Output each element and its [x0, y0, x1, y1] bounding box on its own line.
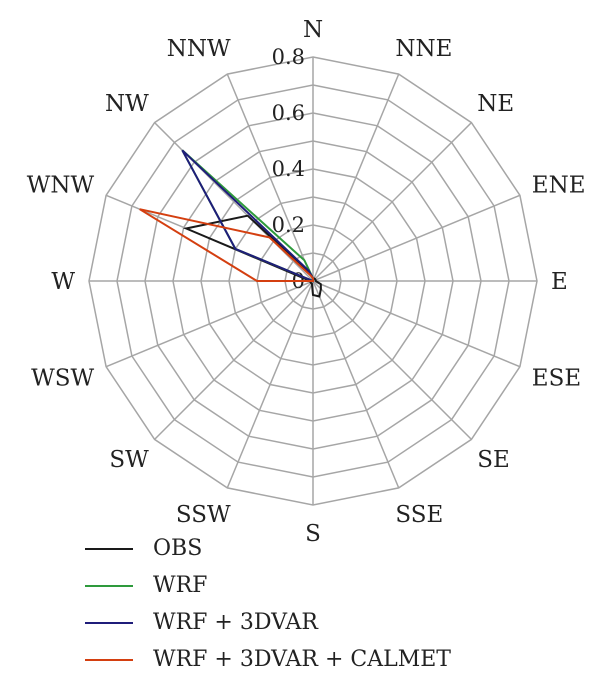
grid-spoke: [226, 280, 314, 489]
radial-tick-label: 0.6: [272, 101, 305, 125]
legend-swatch-obs: [85, 547, 133, 550]
legend-label-obs: OBS: [153, 536, 203, 561]
legend-item-obs: OBS: [85, 530, 451, 567]
direction-label-n: N: [303, 17, 323, 43]
legend-swatch-wrf-3dvar: [85, 621, 133, 624]
grid-spoke: [312, 194, 521, 282]
grid-spoke: [226, 73, 314, 282]
radar-series: [139, 149, 322, 298]
legend-label-wrf: WRF: [153, 573, 208, 598]
radar-grid: [88, 56, 538, 506]
series-line-3: [139, 208, 314, 282]
grid-spoke: [312, 280, 521, 368]
legend-item-wrf-3dvar-calmet: WRF + 3DVAR + CALMET: [85, 641, 451, 678]
grid-spoke: [105, 280, 314, 368]
direction-label-e: E: [551, 269, 568, 295]
direction-label-nw: NW: [105, 91, 149, 117]
grid-spoke: [312, 122, 472, 282]
legend-label-wrf-3dvar: WRF + 3DVAR: [153, 610, 318, 635]
grid-spoke: [312, 280, 400, 489]
direction-label-w: W: [51, 269, 75, 295]
legend-swatch-wrf-3dvar-calmet: [85, 658, 133, 661]
direction-labels: N NNE NE ENE E ESE SE SSE S SSW SW WSW W WNW NW NNW: [27, 17, 586, 547]
legend-label-wrf-3dvar-calmet: WRF + 3DVAR + CALMET: [153, 647, 451, 672]
radial-tick-label: 0.4: [272, 157, 305, 181]
direction-label-ene: ENE: [532, 173, 586, 199]
legend-item-wrf-3dvar: WRF + 3DVAR: [85, 604, 451, 641]
direction-label-ssw: SSW: [176, 502, 231, 528]
legend-swatch-wrf: [85, 584, 133, 587]
radial-tick-label: 0.8: [272, 45, 305, 69]
grid-spoke: [312, 280, 472, 440]
direction-label-nnw: NNW: [167, 36, 231, 62]
legend-item-wrf: WRF: [85, 567, 451, 604]
direction-label-s: S: [305, 521, 321, 547]
direction-label-se: SE: [477, 447, 510, 473]
legend: OBS WRF WRF + 3DVAR WRF + 3DVAR + CALMET: [85, 530, 451, 678]
direction-label-ese: ESE: [532, 365, 581, 391]
radial-tick-label: 0.2: [272, 213, 305, 237]
direction-label-wnw: WNW: [27, 173, 95, 199]
direction-label-nne: NNE: [395, 36, 452, 62]
direction-label-ne: NE: [477, 91, 514, 117]
grid-spoke: [312, 73, 400, 282]
direction-label-sse: SSE: [395, 502, 443, 528]
grid-spoke: [154, 280, 314, 440]
direction-label-sw: SW: [109, 447, 149, 473]
direction-label-wsw: WSW: [31, 365, 94, 391]
